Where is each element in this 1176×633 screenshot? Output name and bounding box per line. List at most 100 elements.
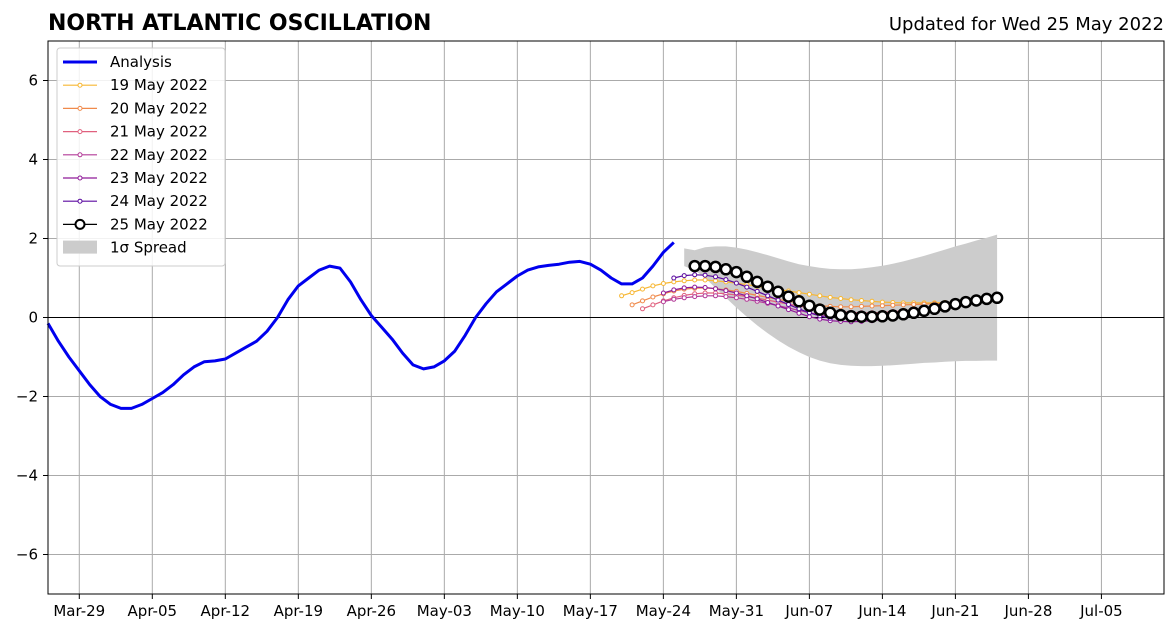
data-point (702, 272, 708, 278)
data-point (771, 285, 785, 299)
data-point (796, 290, 802, 296)
data-point (907, 306, 920, 320)
y-tick-label: 4 (28, 151, 38, 169)
x-tick-label: Jun-07 (784, 602, 833, 620)
data-point (876, 310, 889, 323)
axis-ticks: Mar-29 Apr-05 Apr-12 Apr-19 Apr-26 May-03 May-… (16, 72, 1123, 621)
legend-label: 1σ Spread (110, 239, 187, 257)
data-point (917, 304, 931, 318)
data-point (650, 294, 656, 300)
x-tick-label: May-24 (636, 602, 691, 620)
data-point (911, 302, 917, 307)
legend-label: 24 May 2022 (110, 192, 208, 210)
legend-label: 19 May 2022 (110, 76, 208, 94)
data-point (806, 314, 812, 320)
data-point (838, 304, 844, 310)
data-point (823, 306, 837, 320)
x-tick-label: Apr-12 (201, 602, 251, 620)
data-point (660, 290, 666, 296)
data-point (744, 284, 750, 290)
legend-marker (77, 82, 83, 88)
legend-label: 23 May 2022 (110, 169, 208, 187)
data-point (650, 302, 656, 308)
legend-label: 20 May 2022 (110, 99, 208, 117)
x-tick-label: Jun-28 (1003, 602, 1052, 620)
data-point (702, 293, 708, 299)
data-point (733, 280, 739, 286)
data-point (692, 277, 698, 283)
data-point (619, 293, 625, 299)
data-point (671, 287, 677, 293)
data-point (827, 294, 833, 300)
data-point (786, 302, 791, 307)
x-tick-label: Jun-21 (930, 602, 979, 620)
data-point (859, 303, 864, 309)
x-tick-label: May-03 (417, 602, 472, 620)
data-point (792, 295, 806, 308)
series-line (673, 274, 831, 319)
data-point (928, 302, 941, 316)
x-tick-label: Jun-14 (857, 602, 906, 620)
series-layer (46, 241, 1004, 410)
data-point (688, 259, 701, 273)
data-point (713, 286, 718, 292)
chart-subtitle: Updated for Wed 25 May 2022 (889, 14, 1164, 35)
data-point (702, 285, 708, 290)
data-point (733, 295, 739, 301)
data-point (775, 297, 781, 303)
legend-marker (77, 105, 83, 111)
y-tick-label: 6 (28, 72, 38, 90)
data-point (713, 278, 718, 284)
data-point (740, 270, 754, 284)
data-point (709, 260, 722, 274)
data-point (692, 284, 698, 290)
data-point (897, 308, 910, 321)
data-point (990, 291, 1004, 305)
data-point (640, 286, 645, 292)
legend-label: 25 May 2022 (110, 215, 208, 233)
data-point (844, 310, 858, 323)
data-point (692, 294, 698, 300)
legend-marker (74, 218, 86, 230)
data-point (806, 291, 812, 297)
x-tick-label: Apr-05 (128, 602, 178, 620)
data-point (813, 303, 827, 316)
data-point (765, 300, 771, 305)
data-point (754, 296, 760, 302)
data-point (761, 280, 774, 293)
data-point (775, 303, 781, 309)
series-0 (46, 241, 675, 410)
legend-label: Analysis (110, 53, 172, 71)
data-point (803, 299, 816, 312)
legend: Analysis 19 May 2022 20 May 2022 21 May 202… (56, 47, 226, 267)
legend-marker (77, 152, 83, 158)
data-point (723, 277, 729, 283)
data-point (660, 299, 666, 305)
data-point (681, 278, 687, 284)
data-point (681, 295, 687, 301)
x-tick-label: Jul-05 (1079, 602, 1123, 620)
legend-marker (77, 175, 83, 181)
y-tick-label: −4 (16, 467, 38, 485)
x-tick-label: May-10 (490, 602, 545, 620)
series-7 (688, 259, 1004, 323)
data-point (890, 302, 896, 308)
data-point (723, 288, 729, 294)
data-point (629, 290, 635, 296)
data-point (970, 294, 983, 307)
data-point (879, 303, 885, 309)
y-tick-label: −2 (16, 388, 38, 406)
data-point (765, 293, 771, 299)
y-tick-label: 0 (28, 309, 38, 327)
data-point (730, 265, 743, 279)
x-tick-label: Apr-26 (347, 602, 397, 620)
legend-box (56, 47, 226, 267)
data-point (723, 294, 729, 300)
data-point (702, 277, 708, 283)
chart-title: NORTH ATLANTIC OSCILLATION (48, 11, 431, 36)
data-point (660, 281, 666, 286)
data-point (938, 300, 952, 313)
data-point (869, 303, 875, 309)
data-point (640, 298, 645, 304)
